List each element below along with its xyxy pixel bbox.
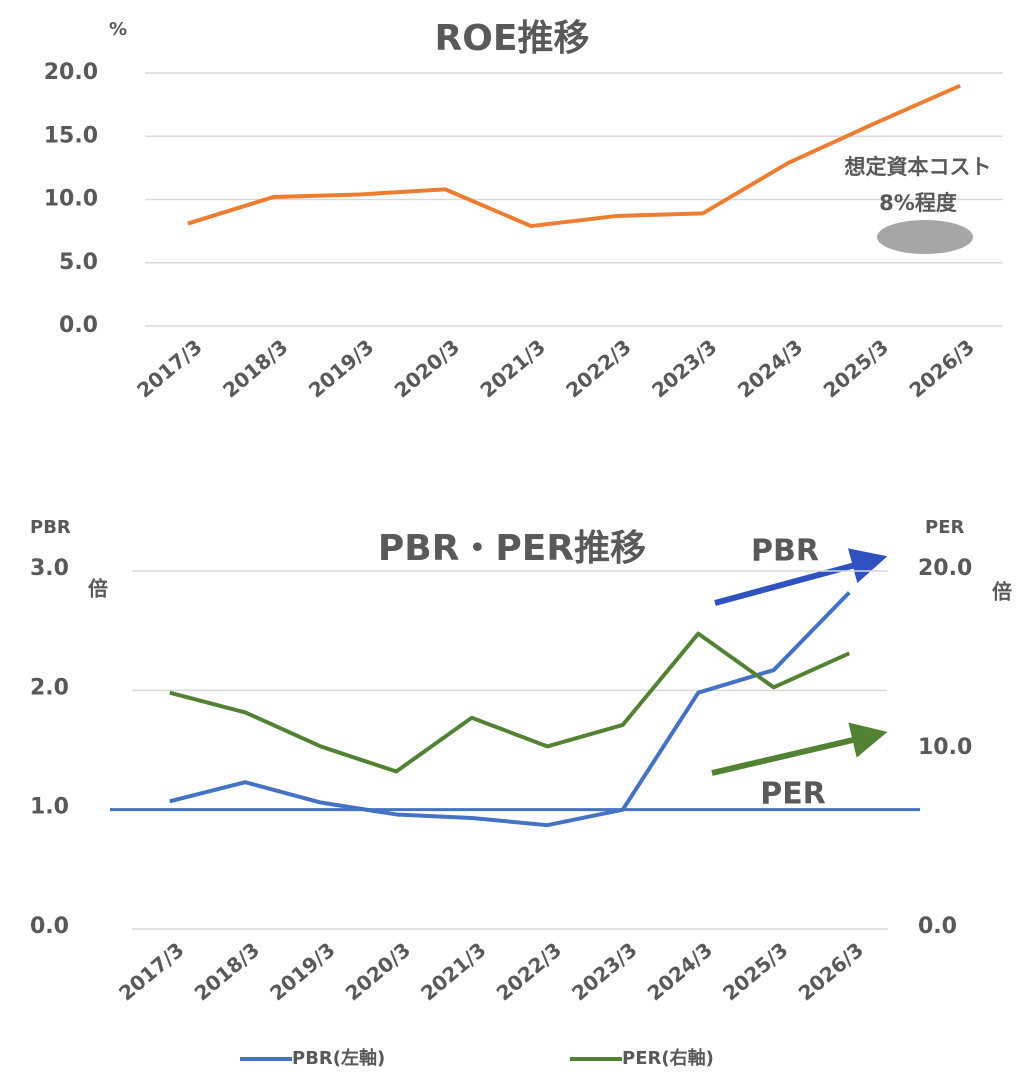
y-tick-label: 3.0 [30, 556, 69, 581]
y2-tick-label: 0.0 [918, 914, 957, 939]
x-tick-label: 2021/3 [416, 938, 490, 1006]
x-tick-label: 2026/3 [905, 335, 979, 403]
x-tick-label: 2023/3 [647, 335, 721, 403]
y2-tick-label: 20.0 [918, 556, 972, 581]
x-tick-label: 2022/3 [492, 938, 566, 1006]
y-axis-label: PBR [30, 517, 71, 538]
cost-ellipse [877, 220, 973, 254]
y-axis-unit: 倍 [88, 577, 108, 601]
legend-label: PER(右軸) [622, 1047, 714, 1069]
annotation: PER [760, 777, 826, 812]
y-tick-label: 0.0 [30, 914, 69, 939]
x-tick-label: 2026/3 [794, 938, 868, 1006]
legend-label: PBR(左軸) [292, 1047, 385, 1069]
y-tick-label: 15.0 [44, 123, 98, 148]
y-tick-label: 20.0 [44, 60, 98, 85]
x-tick-label: 2017/3 [114, 938, 188, 1006]
x-tick-label: 2018/3 [218, 335, 292, 403]
x-tick-label: 2024/3 [733, 335, 807, 403]
annotation: PBR [751, 534, 819, 569]
y-tick-label: 5.0 [59, 250, 98, 275]
x-tick-label: 2020/3 [390, 335, 464, 403]
chart-title: PBR・PER推移 [378, 528, 646, 569]
y-axis-label: % [109, 19, 127, 40]
y-tick-label: 2.0 [30, 675, 69, 700]
x-tick-label: 2020/3 [341, 938, 415, 1006]
chart-title: ROE推移 [435, 18, 590, 59]
x-tick-label: 2021/3 [476, 335, 550, 403]
series-line [169, 591, 851, 828]
annotation: 8%程度 [879, 191, 957, 215]
series-line [187, 83, 961, 229]
x-tick-label: 2018/3 [190, 938, 264, 1006]
x-tick-label: 2023/3 [567, 938, 641, 1006]
y2-tick-label: 10.0 [918, 735, 972, 760]
y-tick-label: 0.0 [59, 313, 98, 338]
x-tick-label: 2022/3 [561, 335, 635, 403]
y2-axis-unit: 倍 [992, 580, 1012, 604]
x-tick-label: 2017/3 [132, 335, 206, 403]
annotation: 想定資本コスト [845, 155, 992, 179]
x-tick-label: 2019/3 [304, 335, 378, 403]
y-tick-label: 1.0 [30, 795, 69, 820]
per-arrow [711, 722, 888, 776]
x-tick-label: 2024/3 [643, 938, 717, 1006]
x-tick-label: 2025/3 [718, 938, 792, 1006]
y-tick-label: 10.0 [44, 187, 98, 212]
series-line [169, 631, 851, 774]
x-tick-label: 2019/3 [265, 938, 339, 1006]
x-tick-label: 2025/3 [819, 335, 893, 403]
pbr-arrow [714, 548, 888, 606]
y2-axis-label: PER [925, 517, 964, 538]
